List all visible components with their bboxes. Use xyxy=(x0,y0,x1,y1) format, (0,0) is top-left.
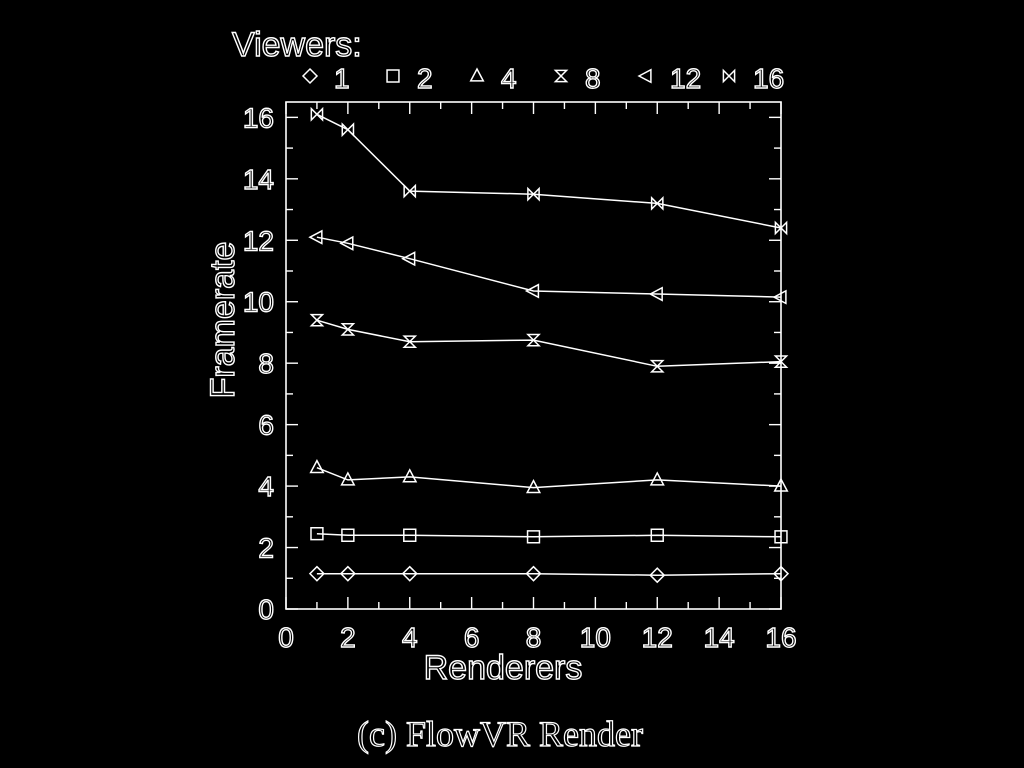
data-point xyxy=(310,106,324,122)
data-point xyxy=(774,530,788,544)
data-point xyxy=(774,220,788,236)
data-point xyxy=(649,567,666,584)
data-point xyxy=(525,479,542,494)
x-tick-label: 16 xyxy=(765,622,796,653)
legend-label: 8 xyxy=(585,63,601,94)
data-point xyxy=(308,565,325,582)
series-8 xyxy=(309,313,789,373)
data-point xyxy=(340,471,356,486)
data-point xyxy=(526,333,541,347)
y-tick-label: 16 xyxy=(243,102,274,133)
legend-marker xyxy=(553,69,569,83)
legend-marker xyxy=(386,69,400,83)
x-tick-label: 10 xyxy=(580,622,611,653)
axis-ticks xyxy=(285,102,782,610)
legend-label: 12 xyxy=(670,63,701,94)
legend-label: 1 xyxy=(334,63,350,94)
y-axis-label: Framerate xyxy=(204,242,242,399)
data-point xyxy=(309,459,325,474)
y-tick-label: 14 xyxy=(243,164,274,195)
legend-item-16: 16 xyxy=(722,62,785,95)
series-line xyxy=(316,532,782,538)
y-tick-label: 10 xyxy=(243,287,274,318)
data-point xyxy=(341,122,355,138)
legend-marker xyxy=(722,68,736,84)
data-point xyxy=(403,183,417,199)
legend-label: 2 xyxy=(417,63,433,94)
x-tick-label: 12 xyxy=(642,622,673,653)
data-point xyxy=(648,286,663,302)
data-point xyxy=(650,528,664,542)
data-point xyxy=(402,335,418,349)
data-point xyxy=(772,289,787,305)
series-12 xyxy=(308,229,787,305)
series-4 xyxy=(309,459,789,494)
series-line xyxy=(316,319,782,368)
figure-caption: (c) FlowVR Render xyxy=(357,714,643,754)
data-point xyxy=(773,355,789,368)
data-point xyxy=(341,528,355,542)
legend-item-1: 1 xyxy=(301,62,350,95)
x-tick-label: 2 xyxy=(340,622,356,653)
data-point xyxy=(649,359,665,373)
data-point xyxy=(401,565,418,582)
x-tick-label: 6 xyxy=(464,622,480,653)
series-16 xyxy=(310,106,788,236)
data-point xyxy=(339,565,356,582)
data-point xyxy=(401,251,416,267)
data-point xyxy=(527,186,540,202)
legend-item-12: 12 xyxy=(637,62,702,95)
legend-marker xyxy=(469,67,485,82)
series-line xyxy=(316,572,782,576)
data-point xyxy=(310,527,324,541)
legend-label: 16 xyxy=(753,63,784,94)
data-point xyxy=(526,530,541,544)
data-point xyxy=(339,235,354,251)
data-point xyxy=(524,283,540,299)
y-tick-label: 12 xyxy=(243,225,274,256)
data-point xyxy=(340,323,356,336)
x-tick-label: 4 xyxy=(402,622,418,653)
y-tick-labels: 0 2 4 6 8 10 12 14 16 xyxy=(242,102,275,626)
x-axis-label: Renderers xyxy=(424,649,583,687)
legend: Viewers: 1 2 4 8 12 16 xyxy=(231,25,785,95)
series-line xyxy=(316,113,782,229)
series-line xyxy=(316,236,782,298)
legend-item-2: 2 xyxy=(386,62,433,95)
data-point xyxy=(308,229,323,245)
y-tick-label: 2 xyxy=(258,533,274,564)
data-point xyxy=(403,528,417,542)
x-tick-label: 0 xyxy=(278,622,294,653)
legend-item-8: 8 xyxy=(553,62,601,95)
x-tick-labels: 0 2 4 6 8 10 12 14 16 xyxy=(278,621,798,653)
legend-title: Viewers: xyxy=(232,26,362,64)
data-point xyxy=(525,565,542,582)
x-tick-label: 8 xyxy=(526,622,542,653)
legend-marker xyxy=(637,68,652,84)
data-point xyxy=(309,313,325,327)
x-tick-label: 14 xyxy=(704,622,735,653)
series-group xyxy=(308,106,790,584)
data-point xyxy=(649,471,665,486)
data-point xyxy=(773,477,789,492)
y-tick-label: 6 xyxy=(258,410,274,441)
data-point xyxy=(402,468,418,483)
y-tick-label: 8 xyxy=(258,348,274,379)
plot-frame xyxy=(285,101,782,610)
data-point xyxy=(650,195,664,211)
legend-marker xyxy=(301,67,319,85)
series-line xyxy=(316,467,782,489)
series-2 xyxy=(310,527,788,544)
legend-item-4: 4 xyxy=(469,62,517,95)
legend-label: 4 xyxy=(501,63,517,94)
series-1 xyxy=(308,565,790,584)
data-point xyxy=(772,565,790,582)
y-tick-label: 4 xyxy=(258,471,274,502)
y-tick-label: 0 xyxy=(258,594,274,625)
